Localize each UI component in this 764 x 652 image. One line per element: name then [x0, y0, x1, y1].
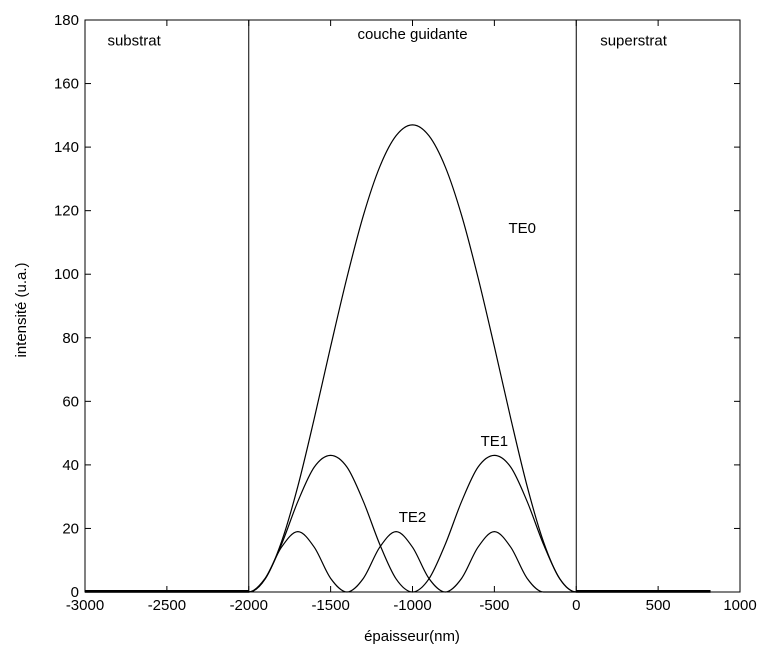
series-line-te0 — [85, 124, 711, 593]
y-tick-label: 20 — [62, 520, 79, 537]
region-label: couche guidante — [357, 26, 467, 43]
x-tick-label: -1500 — [311, 597, 349, 614]
x-tick-label: -3000 — [66, 597, 104, 614]
curve-annotation: TE2 — [399, 509, 427, 526]
series-line-te1 — [85, 454, 711, 593]
y-tick-label: 40 — [62, 457, 79, 474]
curve-annotation: TE0 — [508, 220, 536, 237]
x-axis-label: épaisseur(nm) — [364, 628, 460, 645]
curve-annotation: TE1 — [481, 433, 509, 450]
y-tick-label: 160 — [54, 76, 79, 93]
plot-area: -3000 -2500 -2000 -1500 -1000 -500 0 500 1000 0 20… — [54, 12, 757, 614]
y-axis-label: intensité (u.a.) — [13, 262, 30, 357]
axes-frame — [84, 19, 741, 593]
x-tick-label: 0 — [572, 597, 580, 614]
x-tick-label: -500 — [479, 597, 509, 614]
y-tick-label: 140 — [54, 139, 79, 156]
y-tick-label: 180 — [54, 12, 79, 29]
y-tick-label: 120 — [54, 203, 79, 220]
x-tick-label: -1000 — [393, 597, 431, 614]
region-label: substrat — [107, 32, 161, 49]
y-tick-label: 60 — [62, 393, 79, 410]
x-tick-label: 1000 — [723, 597, 756, 614]
y-tick-label: 0 — [71, 584, 79, 601]
y-tick-label: 100 — [54, 266, 79, 283]
region-label: superstrat — [600, 32, 668, 49]
x-tick-label: -2000 — [230, 597, 268, 614]
x-tick-label: -2500 — [148, 597, 186, 614]
x-tick-label: 500 — [646, 597, 671, 614]
series-line-te2 — [85, 531, 711, 593]
y-tick-label: 80 — [62, 330, 79, 347]
